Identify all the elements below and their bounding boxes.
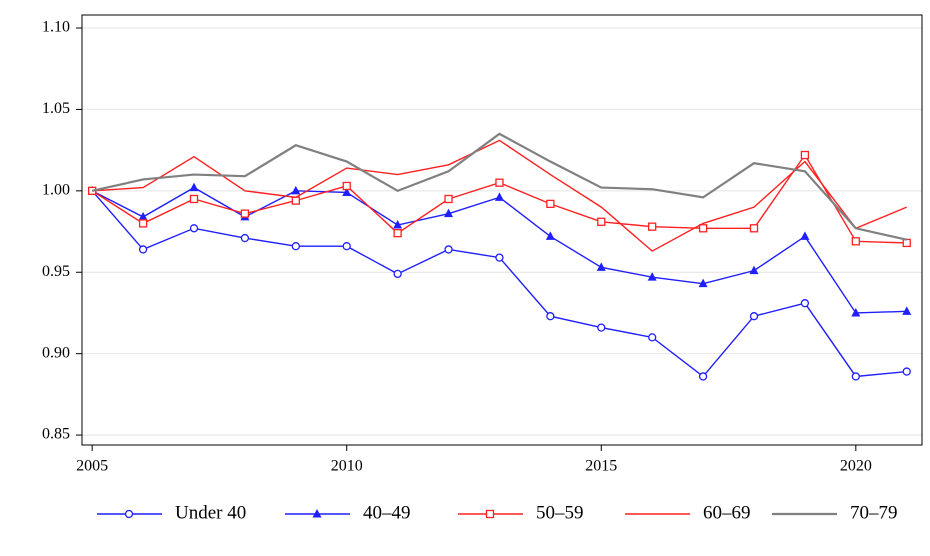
marker <box>444 245 453 254</box>
y-tick-label: 1.05 <box>42 100 70 117</box>
marker <box>902 238 911 248</box>
marker <box>342 187 352 196</box>
marker <box>240 209 250 218</box>
marker <box>648 222 657 231</box>
marker <box>291 185 301 195</box>
y-tick-label: 0.95 <box>42 263 70 280</box>
marker <box>342 242 351 251</box>
x-tick-label: 2020 <box>840 458 872 475</box>
series-line <box>92 139 907 252</box>
marker <box>485 509 495 519</box>
marker <box>393 220 403 229</box>
marker <box>546 199 555 209</box>
marker <box>698 278 708 288</box>
marker <box>138 211 148 221</box>
marker <box>138 219 148 228</box>
marker <box>698 372 708 381</box>
marker <box>648 333 657 342</box>
marker <box>393 269 402 279</box>
series-line <box>91 186 907 314</box>
marker <box>393 229 402 238</box>
marker <box>851 307 861 317</box>
marker <box>800 231 810 240</box>
marker <box>342 181 351 191</box>
x-tick-label: 2010 <box>331 458 363 475</box>
legend: Under 40 40–49 50–59 60–69 70–79 <box>97 502 898 523</box>
y-tick-label: 1.10 <box>42 19 70 36</box>
marker <box>312 509 322 518</box>
y-tick-label: 0.85 <box>42 426 70 443</box>
marker <box>749 224 759 233</box>
marker <box>597 217 606 226</box>
marker <box>495 253 504 262</box>
marker <box>291 242 300 251</box>
marker <box>495 178 504 187</box>
legend-label: Under 40 <box>175 502 246 523</box>
marker <box>851 237 860 246</box>
y-tick-label: 0.90 <box>42 344 70 361</box>
x-tick-label: 2015 <box>585 458 617 475</box>
y-tick-label: 1.00 <box>42 182 70 199</box>
marker <box>698 224 708 233</box>
legend-label: 50–59 <box>536 502 584 523</box>
marker <box>444 194 453 204</box>
marker <box>902 367 911 376</box>
marker <box>851 372 860 381</box>
marker <box>444 208 454 218</box>
marker <box>749 312 759 321</box>
marker <box>189 194 199 204</box>
legend-label: 60–69 <box>703 502 751 523</box>
x-tick-label: 2005 <box>76 458 108 475</box>
marker <box>138 245 148 254</box>
plot-frame <box>81 14 923 446</box>
marker <box>800 299 810 308</box>
marker <box>240 233 250 243</box>
marker <box>749 265 759 275</box>
marker <box>596 262 606 271</box>
marker <box>546 312 555 321</box>
legend-label: 70–79 <box>850 502 898 523</box>
marker <box>189 224 199 233</box>
series-line <box>91 190 907 378</box>
series-line <box>91 132 907 241</box>
marker <box>597 323 606 332</box>
marker <box>494 192 504 201</box>
marker <box>189 182 199 192</box>
marker <box>291 196 300 205</box>
legend-label: 40–49 <box>363 502 411 523</box>
marker <box>124 509 134 519</box>
marker <box>647 272 657 281</box>
marker <box>902 306 912 315</box>
marker <box>800 150 810 160</box>
marker <box>545 231 555 240</box>
